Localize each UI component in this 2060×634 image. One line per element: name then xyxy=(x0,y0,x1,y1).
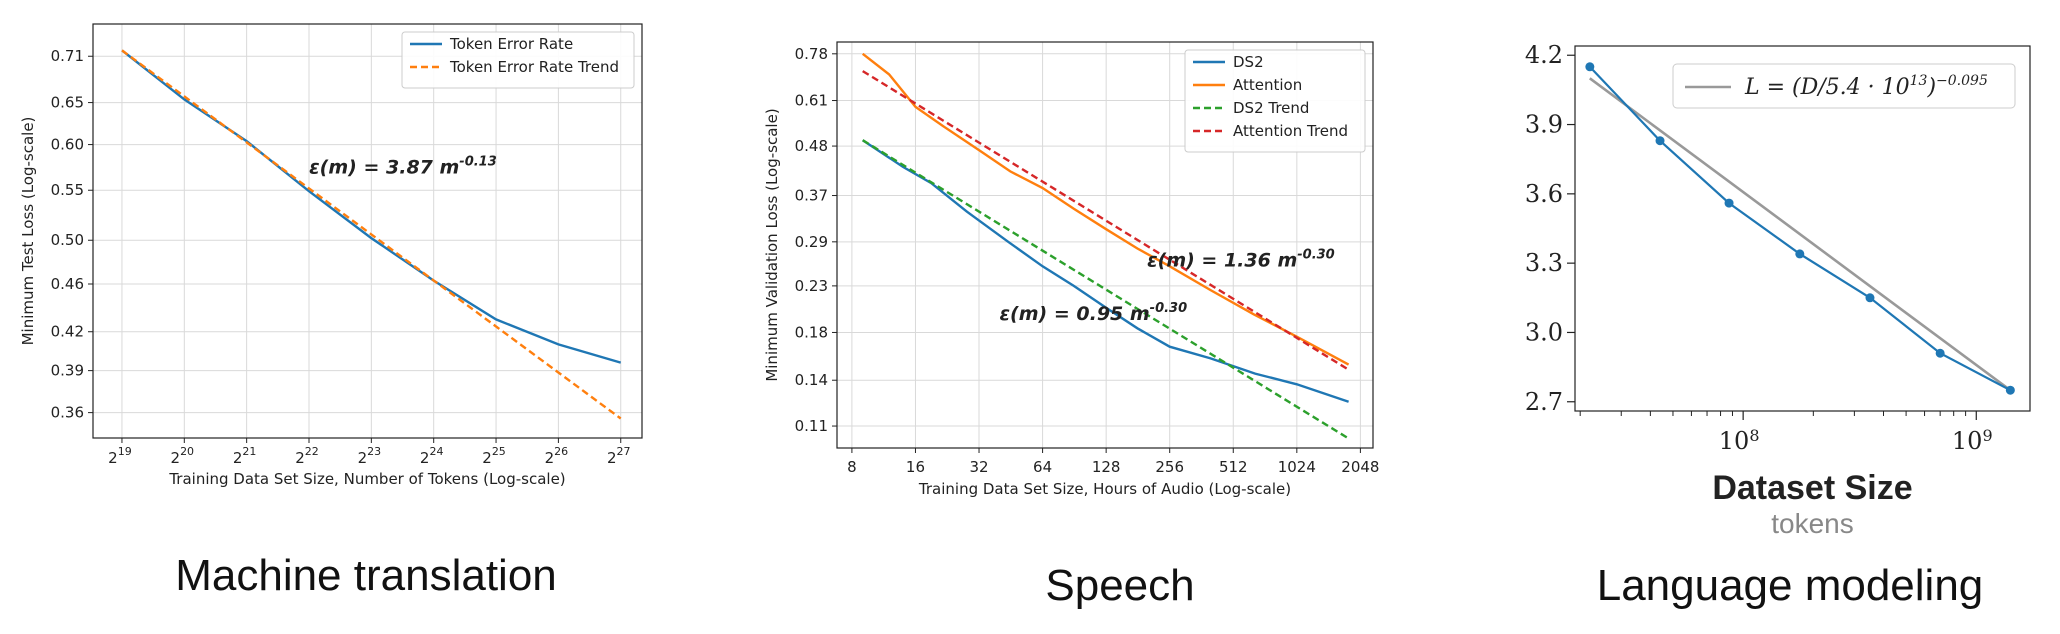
data-point xyxy=(1585,62,1595,72)
series-line-0 xyxy=(121,49,622,364)
y-tick-label: 0.78 xyxy=(795,45,828,63)
y-tick-label: 3.3 xyxy=(1525,249,1563,277)
legend-box xyxy=(1184,49,1366,153)
y-tick-label: 0.36 xyxy=(51,404,84,422)
x-tick-label: 108 xyxy=(1719,426,1760,455)
x-tick-label: 223 xyxy=(358,445,382,467)
y-tick-label: 3.6 xyxy=(1525,180,1563,208)
x-tick-label: 32 xyxy=(969,458,988,476)
y-tick-label: 3.9 xyxy=(1525,111,1563,139)
legend-box xyxy=(401,31,635,89)
x-tick-label: 128 xyxy=(1092,458,1121,476)
series-line-1 xyxy=(861,52,1350,366)
x-axis-label: Dataset Size xyxy=(1712,469,1912,507)
y-tick-label: 4.2 xyxy=(1525,41,1563,69)
chart-language-modeling: 108 109 4.2 3.9 3.6 3.3 3.0 2.7 Dataset Sizetoke… xyxy=(1525,41,2031,539)
legend-label: Attention Trend xyxy=(1233,122,1348,140)
y-tick-label: 0.18 xyxy=(795,323,828,341)
legend-label: Token Error Rate Trend xyxy=(449,58,619,76)
series-line-2 xyxy=(862,139,1350,440)
y-tick-label: 0.11 xyxy=(795,417,828,435)
caption-language-modeling: Language modeling xyxy=(1597,561,1984,610)
y-tick-label: 0.46 xyxy=(51,275,84,293)
x-tick-label: 221 xyxy=(233,445,257,467)
data-point xyxy=(1865,293,1875,303)
y-tick-label: 0.61 xyxy=(795,92,828,110)
y-tick-label: 0.60 xyxy=(51,136,84,154)
y-tick-label: 0.23 xyxy=(795,277,828,295)
x-tick-label: 225 xyxy=(482,445,506,467)
series-line-3 xyxy=(862,70,1350,371)
y-tick-label: 0.37 xyxy=(795,187,828,205)
legend-label: Token Error Rate xyxy=(449,35,573,53)
chart-speech: 8 16 32 64 128 256 512 1024 2048 0.78 0.61 0.48 0.37… xyxy=(763,41,1379,498)
plot-frame xyxy=(92,23,643,439)
series-line-0 xyxy=(862,139,1349,403)
series-line-1 xyxy=(121,49,622,420)
y-tick-label: 3.0 xyxy=(1525,318,1563,346)
data-point xyxy=(1724,198,1734,208)
plot-frame xyxy=(836,41,1374,449)
series-line-0 xyxy=(1589,66,2011,392)
data-point xyxy=(1795,249,1805,259)
x-tick-label: 8 xyxy=(847,458,857,476)
y-axis-label: Minimum Test Loss (Log-scale) xyxy=(19,117,37,346)
x-tick-label: 512 xyxy=(1219,458,1248,476)
x-tick-label: 64 xyxy=(1033,458,1052,476)
data-point xyxy=(2005,385,2015,395)
plot-frame xyxy=(1574,45,2031,412)
y-tick-label: 2.7 xyxy=(1525,388,1563,416)
y-tick-label: 0.14 xyxy=(795,371,828,389)
legend-label: L = (D/5.4 · 1013)−0.095 xyxy=(1744,73,1988,100)
x-tick-label: 1024 xyxy=(1278,458,1316,476)
legend-label: Attention xyxy=(1233,76,1302,94)
y-tick-label: 0.55 xyxy=(51,181,84,199)
caption-machine-translation: Machine translation xyxy=(175,551,557,600)
x-tick-label: 109 xyxy=(1952,426,1993,455)
chart-machine-translation: 219 220 221 222 223 224 225 226 227 0.71 0.65 0.60 0… xyxy=(19,23,643,488)
y-axis-label: Minimum Validation Loss (Log-scale) xyxy=(763,108,781,381)
x-axis-label: Training Data Set Size, Hours of Audio (… xyxy=(918,480,1291,498)
x-tick-label: 219 xyxy=(108,445,132,467)
x-tick-label: 256 xyxy=(1155,458,1184,476)
trend-annotation: ε(m) = 3.87 m-0.13 xyxy=(309,154,497,178)
data-point xyxy=(1935,348,1945,358)
legend-label: DS2 Trend xyxy=(1233,99,1309,117)
x-tick-label: 222 xyxy=(295,445,319,467)
trend-annotation: ε(m) = 0.95 m-0.30 xyxy=(999,301,1187,325)
y-tick-label: 0.48 xyxy=(795,137,828,155)
x-axis-label: Training Data Set Size, Number of Tokens… xyxy=(168,470,565,488)
y-tick-label: 0.50 xyxy=(51,231,84,249)
y-tick-label: 0.71 xyxy=(51,47,84,65)
y-tick-label: 0.65 xyxy=(51,94,84,112)
legend-box xyxy=(1672,63,2016,109)
x-tick-label: 220 xyxy=(171,445,195,467)
y-tick-label: 0.39 xyxy=(51,362,84,380)
x-axis-sublabel: tokens xyxy=(1771,508,1854,539)
caption-speech: Speech xyxy=(1045,561,1194,610)
data-point xyxy=(1655,136,1665,146)
x-tick-label: 227 xyxy=(607,445,631,467)
x-tick-label: 226 xyxy=(545,445,569,467)
x-tick-label: 16 xyxy=(906,458,925,476)
series-line-1 xyxy=(1589,77,2012,392)
legend-label: DS2 xyxy=(1233,53,1264,71)
x-tick-label: 2048 xyxy=(1341,458,1379,476)
x-tick-label: 224 xyxy=(420,445,444,467)
y-tick-label: 0.29 xyxy=(795,233,828,251)
trend-annotation: ε(m) = 1.36 m-0.30 xyxy=(1147,247,1335,271)
y-tick-label: 0.42 xyxy=(51,323,84,341)
